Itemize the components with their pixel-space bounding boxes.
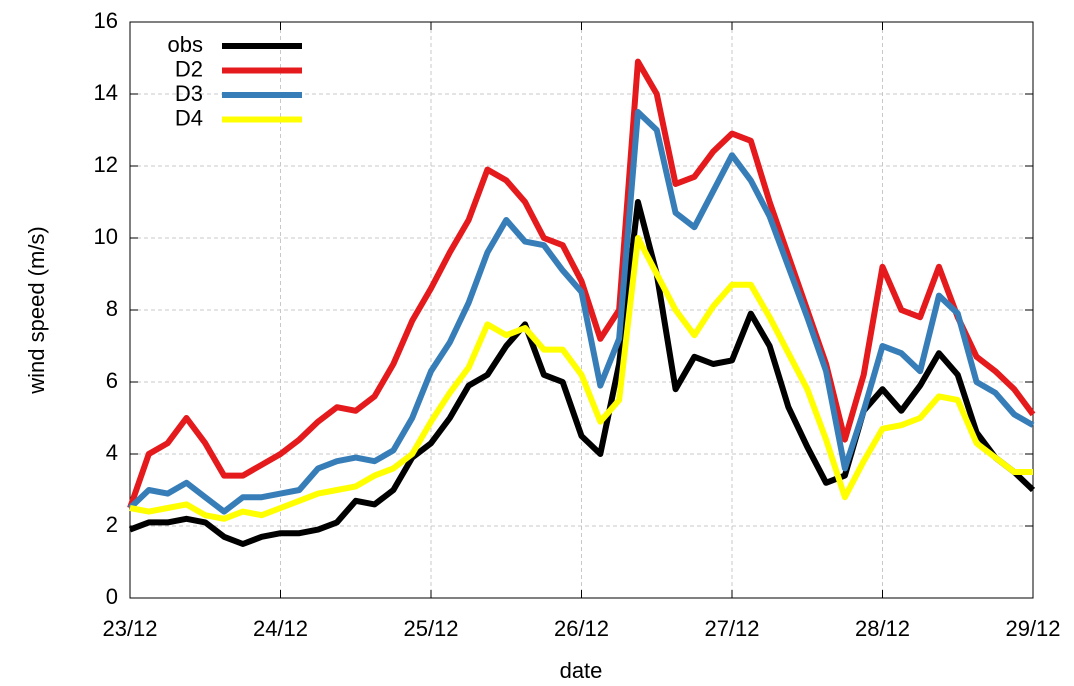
legend-label: obs — [168, 32, 203, 57]
x-tick-label: 29/12 — [1005, 616, 1060, 641]
y-tick-label: 12 — [94, 152, 118, 177]
x-tick-label: 25/12 — [403, 616, 458, 641]
x-tick-label: 27/12 — [704, 616, 759, 641]
y-tick-label: 14 — [94, 80, 118, 105]
x-tick-label: 28/12 — [855, 616, 910, 641]
y-tick-label: 8 — [106, 296, 118, 321]
x-tick-label: 24/12 — [253, 616, 308, 641]
legend-label: D3 — [175, 81, 203, 106]
data-line — [127, 58, 1036, 509]
x-axis-label: date — [560, 658, 603, 683]
legend-label: D4 — [175, 105, 203, 130]
data-line — [127, 109, 1035, 515]
data-line — [129, 235, 1033, 522]
y-tick-label: 4 — [106, 440, 118, 465]
legend-label: D2 — [175, 56, 203, 81]
y-tick-label: 0 — [106, 584, 118, 609]
y-tick-label: 10 — [94, 224, 118, 249]
x-tick-label: 23/12 — [102, 616, 157, 641]
x-tick-label: 26/12 — [554, 616, 609, 641]
y-tick-label: 2 — [106, 512, 118, 537]
y-tick-label: 16 — [94, 8, 118, 33]
plot-frame — [129, 21, 1034, 599]
data-line — [128, 199, 1036, 547]
y-tick-label: 6 — [106, 368, 118, 393]
y-axis-label: wind speed (m/s) — [24, 226, 49, 395]
